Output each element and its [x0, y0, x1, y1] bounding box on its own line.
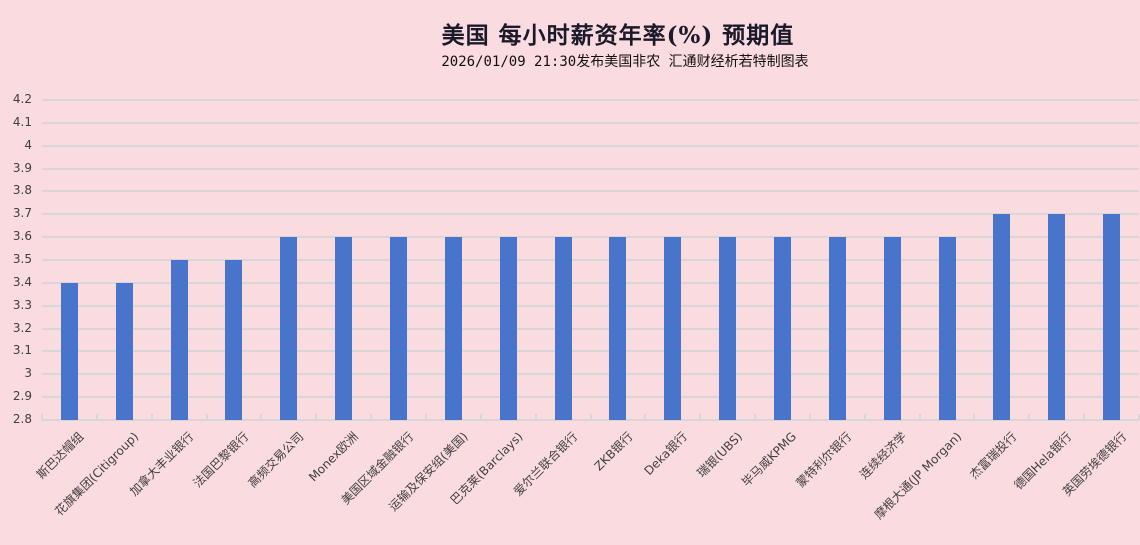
x-tick-label: 连续经济学: [857, 429, 910, 482]
y-tick-label: 3.7: [12, 206, 32, 221]
x-tick-label: 杰富瑞投行: [966, 429, 1020, 482]
x-tick-label: 法国巴黎银行: [190, 429, 252, 491]
gridline: [42, 259, 1139, 261]
y-tick-label: 3.5: [12, 252, 32, 266]
y-tick-label: 4.1: [12, 114, 32, 129]
gridline: [42, 373, 1139, 376]
bar: [225, 260, 243, 420]
x-tick-label: Deka银行: [641, 429, 690, 479]
bar: [280, 237, 298, 420]
bar: [115, 282, 133, 420]
y-tick-label: 2.8: [12, 412, 32, 426]
bar: [1048, 214, 1066, 420]
x-tick-mark: [754, 414, 757, 420]
x-tick-mark: [205, 414, 208, 420]
gridline: [42, 144, 1139, 147]
x-tick-mark: [95, 414, 98, 420]
bar: [60, 282, 78, 420]
x-tick-mark: [589, 414, 592, 420]
gridline: [42, 304, 1139, 307]
y-tick-label: 3.4: [12, 274, 32, 289]
bar: [664, 237, 682, 420]
x-tick-mark: [644, 414, 647, 420]
gridline: [42, 350, 1139, 353]
y-tick-label: 4: [24, 137, 32, 152]
gridline: [42, 236, 1139, 239]
gridline: [42, 190, 1139, 193]
gridline: [42, 396, 1139, 399]
bar: [993, 214, 1011, 420]
y-tick-label: 2.9: [12, 389, 32, 404]
x-tick-mark: [1028, 414, 1031, 420]
y-tick-label: 3: [24, 366, 32, 381]
chart-title: 美国 每小时薪资年率(%) 预期值: [441, 22, 795, 49]
bar: [170, 260, 188, 420]
x-tick-mark: [699, 414, 702, 420]
x-tick-mark: [260, 414, 263, 420]
x-tick-mark: [1138, 414, 1140, 420]
y-tick-label: 3.3: [12, 297, 32, 312]
gridline: [42, 281, 1139, 284]
x-tick-mark: [1083, 414, 1086, 420]
x-tick-label: 高频交易公司: [245, 429, 307, 491]
x-tick-label: 斯巴达帽组: [34, 429, 87, 482]
y-tick-label: 3.8: [12, 183, 32, 198]
x-tick-mark: [370, 414, 373, 420]
y-tick-label: 4.2: [12, 92, 32, 106]
x-tick-label: 瑞银(UBS): [693, 429, 745, 481]
gridline: [42, 213, 1139, 216]
x-tick-mark: [973, 414, 976, 420]
bar: [335, 237, 353, 420]
gridline: [42, 167, 1139, 170]
bar: [499, 237, 517, 420]
gridline: [42, 327, 1139, 330]
bar: [444, 237, 462, 420]
x-tick-label: ZKB银行: [591, 429, 636, 474]
x-tick-mark: [808, 414, 811, 420]
x-tick-mark: [150, 414, 153, 420]
chart-subtitle: 2026/01/09 21:30发布美国非农 汇通财经析若特制图表: [441, 54, 809, 70]
gridline: [42, 121, 1139, 124]
x-tick-mark: [315, 414, 318, 420]
bar: [1103, 214, 1121, 420]
gridline: [42, 99, 1139, 101]
x-tick-label: Monex欧洲: [305, 429, 361, 485]
x-tick-mark: [479, 414, 482, 420]
x-tick-mark: [534, 414, 537, 420]
y-tick-label: 3.9: [12, 160, 32, 175]
bar: [883, 237, 901, 420]
bar: [828, 237, 846, 420]
y-tick-label: 3.1: [12, 343, 32, 358]
x-tick-label: 毕马威KPMG: [739, 429, 800, 490]
x-tick-mark: [918, 414, 921, 420]
bar: [554, 237, 572, 420]
x-tick-mark: [863, 414, 866, 420]
bar: [719, 237, 737, 420]
y-tick-label: 3.2: [12, 320, 32, 335]
bar: [938, 237, 956, 420]
x-tick-mark: [424, 414, 427, 420]
y-tick-label: 3.6: [12, 229, 32, 244]
x-tick-label: 蒙特利尔银行: [793, 429, 855, 491]
bar: [773, 237, 791, 420]
bar: [390, 237, 408, 420]
x-axis-line: [42, 419, 1139, 421]
bar: [609, 237, 627, 420]
x-tick-mark: [41, 414, 43, 420]
